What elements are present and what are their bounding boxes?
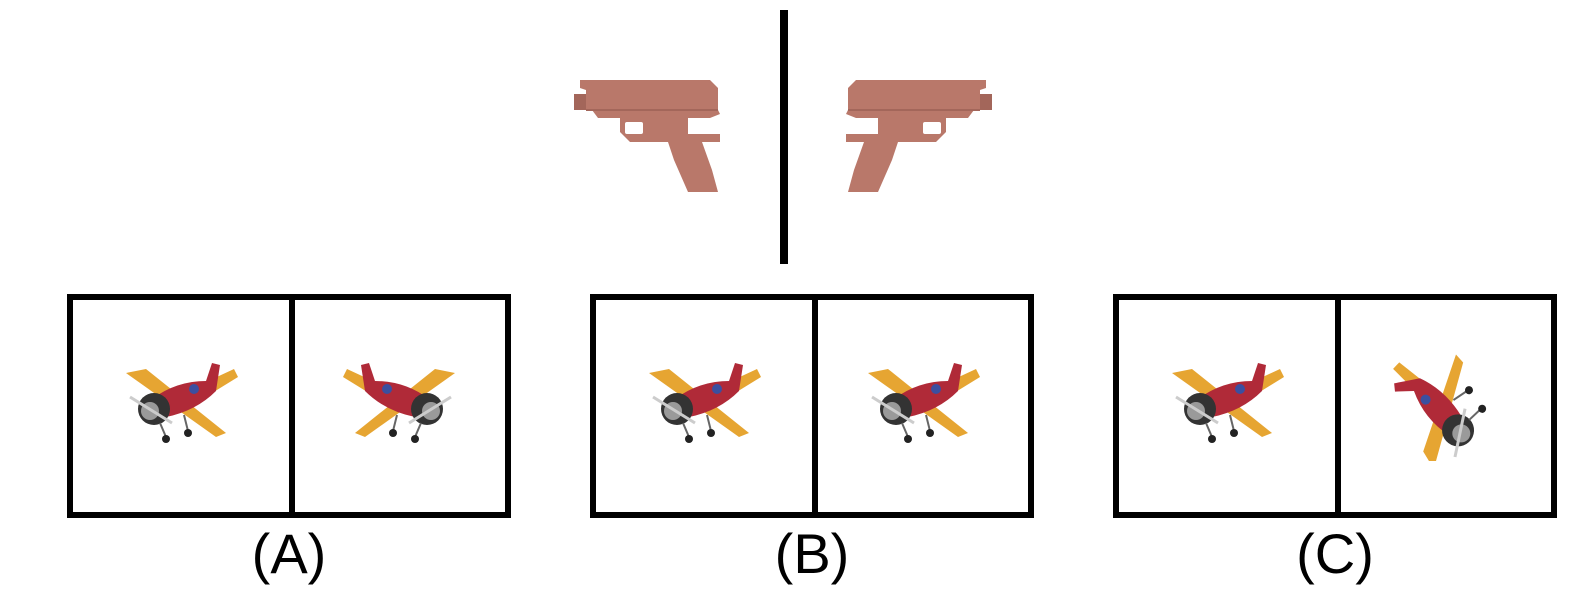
option-b-box[interactable] bbox=[590, 294, 1034, 518]
pistol-mirrored-icon bbox=[846, 80, 992, 192]
mirror-line bbox=[780, 10, 788, 264]
biplane-mirrored-icon bbox=[341, 361, 457, 445]
option-b-label: (B) bbox=[774, 522, 850, 585]
option-a-box[interactable] bbox=[67, 294, 511, 518]
pistol-shape bbox=[574, 80, 720, 192]
option-b-right-cell bbox=[812, 300, 1028, 512]
pistol-icon bbox=[574, 80, 720, 192]
biplane-icon bbox=[124, 361, 240, 445]
biplane-icon bbox=[866, 361, 982, 445]
biplane-icon bbox=[1170, 361, 1286, 445]
option-b-left-cell bbox=[596, 300, 812, 512]
option-c-left-cell bbox=[1119, 300, 1335, 512]
option-a-label: (A) bbox=[251, 522, 327, 585]
option-a-right-cell bbox=[289, 300, 505, 512]
biplane-rotated-icon bbox=[1384, 351, 1502, 461]
biplane-icon bbox=[647, 361, 763, 445]
option-a-left-cell bbox=[73, 300, 289, 512]
option-c-box[interactable] bbox=[1113, 294, 1557, 518]
option-c-label: (C) bbox=[1296, 522, 1374, 585]
option-c-right-cell bbox=[1335, 300, 1551, 512]
